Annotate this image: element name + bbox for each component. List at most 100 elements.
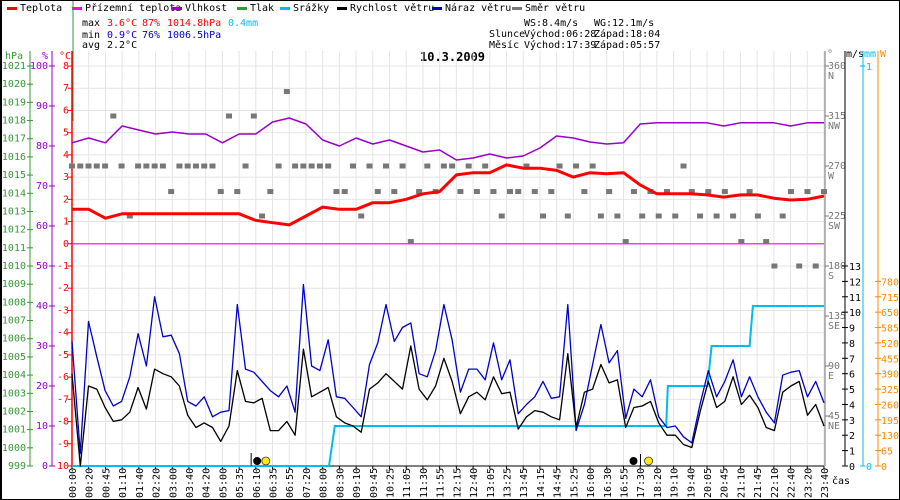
wind-direction-point: [548, 189, 555, 195]
hpa-unit: hPa: [5, 51, 23, 62]
stats-avg-temp: 2.2°C: [107, 40, 138, 51]
wind-direction-point: [242, 163, 249, 169]
x-tick-label: 10:25: [386, 468, 397, 498]
radiation-tick-label: 455: [881, 354, 899, 365]
legend-item: Rychlost větru: [337, 3, 434, 14]
wind-direction-point: [564, 213, 571, 219]
wind-direction-point: [515, 189, 522, 195]
hpa-tick-label: 1007: [2, 316, 26, 327]
wind-direction-point: [159, 163, 166, 169]
x-tick-label: 11:55: [436, 468, 447, 498]
max-wind-speed: WS:8.4m/s: [524, 18, 579, 29]
compass-label: NW: [828, 121, 841, 132]
temp-tick-label: 7: [63, 83, 69, 94]
hpa-tick-label: 1000: [2, 443, 26, 454]
wind-direction-point: [184, 163, 191, 169]
hpa-tick-label: 1018: [2, 116, 26, 127]
sun-icon: [644, 456, 653, 466]
x-tick-label: 12:15: [452, 468, 463, 498]
hpa-tick-label: 1014: [2, 188, 26, 199]
radiation-tick-label: 0: [881, 462, 887, 473]
x-tick-label: 14:15: [536, 468, 547, 498]
compass-label: SW: [828, 221, 841, 232]
rain-tick-label: 1: [866, 62, 872, 73]
wind-tick-label: 4: [849, 400, 855, 411]
hpa-tick-label: 1015: [2, 170, 26, 181]
legend-item: Vlhkost: [172, 3, 227, 14]
wind-direction-point: [622, 239, 629, 245]
wind-direction-point: [721, 189, 728, 195]
moonset: Západ:05:57: [594, 40, 661, 51]
x-tick-label: 13:45: [519, 468, 530, 498]
humidity-tick-label: 40: [36, 301, 48, 312]
hpa-tick-label: 1010: [2, 261, 26, 272]
legend-swatch: [512, 6, 522, 10]
wind-tick-label: 11: [849, 293, 861, 304]
humidity-tick-label: 90: [36, 101, 48, 112]
hpa-tick-label: 1008: [2, 297, 26, 308]
legend-swatch: [237, 6, 247, 10]
stats-max-rain: 0.4mm: [228, 18, 259, 29]
wind-direction-point: [440, 163, 447, 169]
wind-direction-point: [655, 213, 662, 219]
x-tick-label: 13:25: [502, 468, 513, 498]
wind-direction-point: [821, 189, 827, 195]
wind-direction-point: [589, 163, 596, 169]
x-tick-label: 00:00: [68, 468, 79, 498]
temp-tick-label: 3: [63, 172, 69, 183]
series-rain: [72, 305, 824, 467]
humidity-tick-label: 60: [36, 221, 48, 232]
x-tick-label: 22:40: [787, 468, 798, 498]
x-tick-label: 23:40: [820, 468, 831, 498]
direction-tick-label: 180: [828, 261, 846, 272]
x-tick-label: 20:05: [703, 468, 714, 498]
hpa-tick-label: 1017: [2, 134, 26, 145]
wind-direction-point: [556, 163, 563, 169]
x-tick-label: 06:10: [252, 468, 263, 498]
wind-direction-point: [416, 189, 423, 195]
moon-icon: [629, 457, 638, 465]
wind-direction-point: [358, 213, 365, 219]
x-tick-label: 01:10: [118, 468, 129, 498]
chart-title: 10.3.2009: [420, 50, 486, 64]
x-tick-label: 12:40: [469, 468, 480, 498]
wind-tick-label: 3: [849, 416, 855, 427]
wind-direction-point: [391, 189, 398, 195]
hpa-tick-label: 1021: [2, 61, 26, 72]
wind-direction-point: [316, 163, 323, 169]
wind-tick-label: 7: [849, 354, 855, 365]
wind-direction-point: [457, 189, 464, 195]
wind-tick-label: 6: [849, 370, 855, 381]
wind-direction-point: [688, 189, 695, 195]
temp-tick-label: -10: [51, 461, 69, 472]
temp-unit: °C: [59, 51, 71, 62]
wind-direction-point: [680, 163, 687, 169]
rain-unit: mm: [864, 49, 876, 60]
temp-tick-label: -6: [57, 372, 69, 383]
rain-tick-label: 0: [866, 462, 872, 473]
x-tick-label: 01:40: [135, 468, 146, 498]
temp-tick-label: -4: [57, 328, 69, 339]
wind-direction-point: [738, 239, 745, 245]
wind-direction-point: [126, 213, 133, 219]
wind-direction-point: [250, 113, 257, 119]
wind-direction-point: [118, 163, 125, 169]
legend-swatch: [72, 6, 82, 10]
wind-direction-point: [85, 163, 92, 169]
wind-tick-label: 13: [849, 262, 861, 273]
temp-tick-label: -7: [57, 394, 69, 405]
hpa-tick-label: 1004: [2, 370, 26, 381]
x-tick-label: 19:40: [686, 468, 697, 498]
legend-label: Náraz větru: [445, 3, 512, 14]
x-tick-label: 06:55: [285, 468, 296, 498]
radiation-tick-label: 325: [881, 385, 899, 396]
wind-direction-point: [407, 239, 414, 245]
radiation-tick-label: 780: [881, 277, 899, 288]
wind-direction-point: [630, 189, 637, 195]
series-wind-gust: [71, 283, 825, 455]
x-tick-label: 21:45: [753, 468, 764, 498]
legend-swatch: [7, 6, 17, 10]
wind-direction-point: [143, 163, 150, 169]
